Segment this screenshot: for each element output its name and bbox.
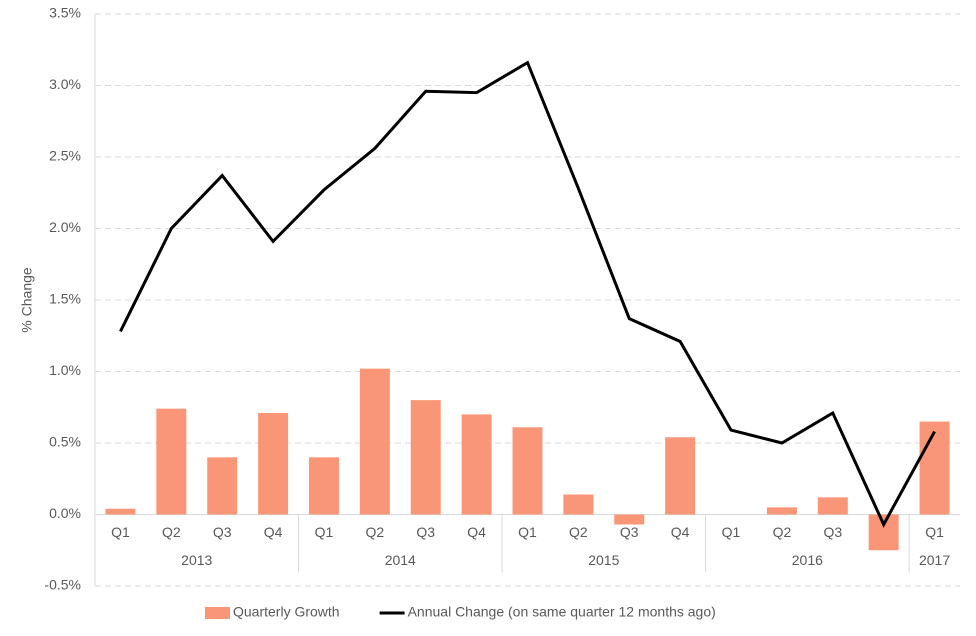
bar — [817, 497, 848, 515]
y-tick-label: 1.5% — [49, 291, 81, 307]
x-tick-label: Q2 — [366, 524, 385, 540]
bar — [105, 508, 136, 515]
x-tick-label: Q3 — [213, 524, 232, 540]
x-tick-label: Q4 — [671, 524, 690, 540]
bar — [919, 421, 950, 515]
x-tick-label: Q1 — [111, 524, 130, 540]
bar — [665, 437, 696, 515]
bar — [614, 514, 645, 525]
x-tick-label: Q2 — [569, 524, 588, 540]
bar — [766, 507, 797, 515]
x-group-label: 2017 — [919, 552, 950, 568]
y-tick-label: -0.5% — [44, 577, 81, 593]
bar — [461, 414, 492, 515]
x-group-label: 2016 — [792, 552, 823, 568]
bar — [308, 457, 339, 515]
x-group-label: 2015 — [588, 552, 619, 568]
x-group-label: 2014 — [385, 552, 416, 568]
x-tick-label: Q1 — [925, 524, 944, 540]
line — [119, 60, 936, 528]
x-tick-label: Q2 — [773, 524, 792, 540]
bar — [156, 408, 187, 515]
x-tick-label: Q3 — [823, 524, 842, 540]
bar — [410, 400, 441, 515]
x-tick-label: Q3 — [620, 524, 639, 540]
x-tick-label: Q2 — [162, 524, 181, 540]
x-group-label: 2013 — [181, 552, 212, 568]
bar — [359, 368, 390, 515]
legend-label: Quarterly Growth — [233, 604, 340, 620]
x-tick-label: Q4 — [467, 524, 486, 540]
legend-swatch — [205, 607, 230, 619]
y-axis-title: % Change — [19, 267, 35, 333]
bar — [563, 494, 594, 515]
x-tick-label: Q3 — [416, 524, 435, 540]
y-tick-label: 0.5% — [49, 434, 81, 450]
y-tick-label: 3.5% — [49, 5, 81, 21]
x-tick-label: Q4 — [264, 524, 283, 540]
bar — [868, 514, 899, 551]
bar — [207, 457, 238, 515]
y-tick-label: 2.0% — [49, 219, 81, 235]
x-tick-label: Q1 — [518, 524, 537, 540]
y-tick-label: 2.5% — [49, 148, 81, 164]
y-tick-label: 1.0% — [49, 362, 81, 378]
legend-label: Annual Change (on same quarter 12 months… — [408, 604, 716, 620]
y-tick-label: 3.0% — [49, 76, 81, 92]
x-tick-label: Q1 — [315, 524, 334, 540]
y-tick-label: 0.0% — [49, 505, 81, 521]
bar — [512, 427, 543, 515]
x-tick-label: Q1 — [722, 524, 741, 540]
bar — [258, 412, 289, 515]
